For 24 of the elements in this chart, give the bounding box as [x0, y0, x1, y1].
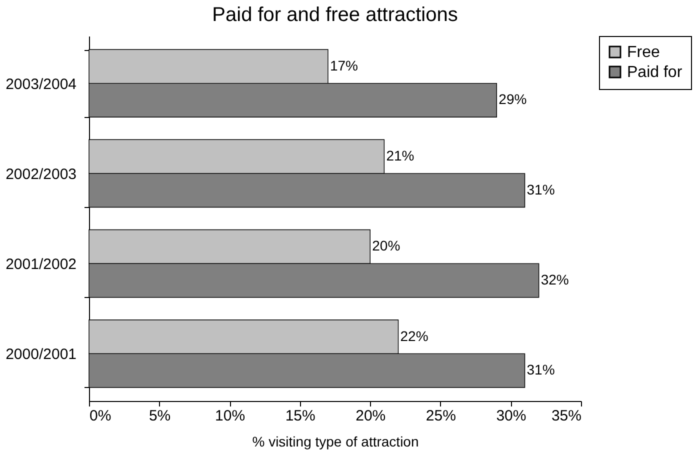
x-tick-label: 5%	[148, 408, 171, 424]
x-tick-label: 25%	[426, 408, 456, 424]
legend-label: Free	[627, 44, 660, 61]
data-label: 17%	[330, 57, 358, 74]
data-label: 20%	[372, 238, 400, 254]
y-tick-label: 2003/2004	[6, 76, 76, 93]
y-tick-label: 2002/2003	[6, 166, 76, 183]
data-label: 31%	[526, 181, 555, 198]
y-tick-label: 2000/2001	[6, 346, 76, 364]
x-tick-label: 35%	[551, 408, 582, 424]
x-axis-title: % visiting type of attraction	[252, 434, 419, 450]
legend-label: Paid for	[627, 64, 683, 81]
data-label: 22%	[400, 328, 428, 344]
data-label: 21%	[386, 148, 414, 164]
data-label: 31%	[526, 362, 555, 378]
data-label: 29%	[498, 91, 527, 108]
x-tick-label: 20%	[356, 408, 386, 424]
y-tick-label: 2001/2002	[6, 256, 76, 274]
data-label: 32%	[540, 271, 569, 288]
x-tick-label: 30%	[496, 408, 526, 424]
x-tick-label: 10%	[215, 408, 246, 424]
x-tick-label: 15%	[285, 408, 316, 424]
chart-title: Paid for and free attractions	[212, 4, 458, 26]
x-tick-label: 0%	[90, 408, 112, 424]
